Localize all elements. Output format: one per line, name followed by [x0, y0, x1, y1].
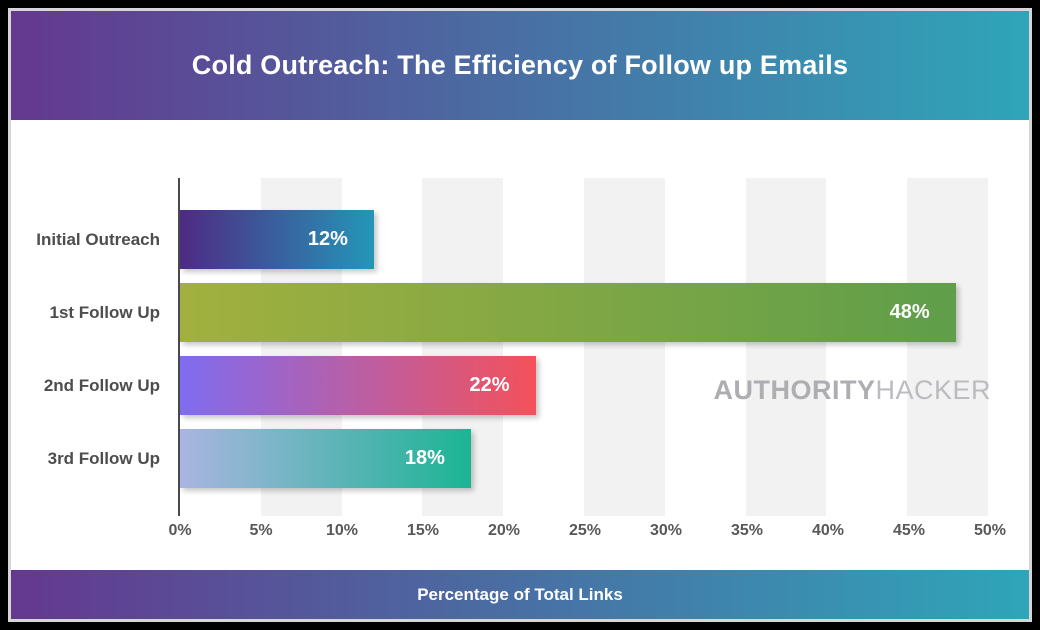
x-tick-label: 45% [892, 522, 926, 539]
x-tick-label: 20% [487, 522, 521, 539]
category-label: Initial Outreach [36, 229, 160, 249]
x-tick-label: 35% [730, 522, 764, 539]
y-axis-labels: Initial Outreach 1st Follow Up 2nd Follo… [11, 178, 178, 508]
x-tick-label: 0% [168, 522, 192, 539]
chart-title: Cold Outreach: The Efficiency of Follow … [191, 50, 849, 80]
x-axis-tick-labels: 0% 5% 10% 15% 20% 25% 30% 35% 40% 45% 50… [168, 516, 1006, 550]
plot-area: 12% 48% 22% 18% [178, 178, 988, 516]
category-label: 1st Follow Up [49, 302, 161, 322]
bar-value-label: 18% [404, 447, 445, 469]
x-tick-label: 5% [249, 522, 273, 539]
bar-2nd-follow-up: 22% [180, 356, 536, 415]
x-tick-label: 50% [973, 522, 1007, 539]
watermark-light-text: HACKER [875, 375, 991, 405]
chart-body: Initial Outreach 1st Follow Up 2nd Follo… [11, 178, 1029, 516]
bar-row: 48% [180, 276, 988, 349]
bar-row: 12% [180, 203, 988, 276]
bar-value-label: 48% [889, 301, 930, 323]
footer-banner: Percentage of Total Links [11, 570, 1029, 619]
bar-value-label: 12% [307, 228, 348, 250]
chart-panel: Initial Outreach 1st Follow Up 2nd Follo… [11, 120, 1029, 565]
infographic-frame: Cold Outreach: The Efficiency of Follow … [8, 8, 1032, 622]
bar-initial-outreach: 12% [180, 210, 374, 269]
x-tick-label: 15% [406, 522, 440, 539]
x-axis-title: Percentage of Total Links [417, 584, 623, 604]
bar-value-label: 22% [469, 374, 510, 396]
watermark-bold-text: AUTHORITY [713, 375, 876, 405]
x-tick-label: 40% [811, 522, 845, 539]
x-tick-label: 25% [568, 522, 602, 539]
x-tick-label: 30% [649, 522, 683, 539]
bar-row: 18% [180, 422, 988, 495]
header-banner: Cold Outreach: The Efficiency of Follow … [11, 11, 1029, 120]
bar-1st-follow-up: 48% [180, 283, 956, 342]
x-tick-label: 10% [325, 522, 359, 539]
authorityhacker-watermark: AUTHORITYHACKER [713, 375, 991, 406]
category-label: 3rd Follow Up [47, 448, 160, 468]
bar-3rd-follow-up: 18% [180, 429, 471, 488]
category-label: 2nd Follow Up [43, 375, 160, 395]
